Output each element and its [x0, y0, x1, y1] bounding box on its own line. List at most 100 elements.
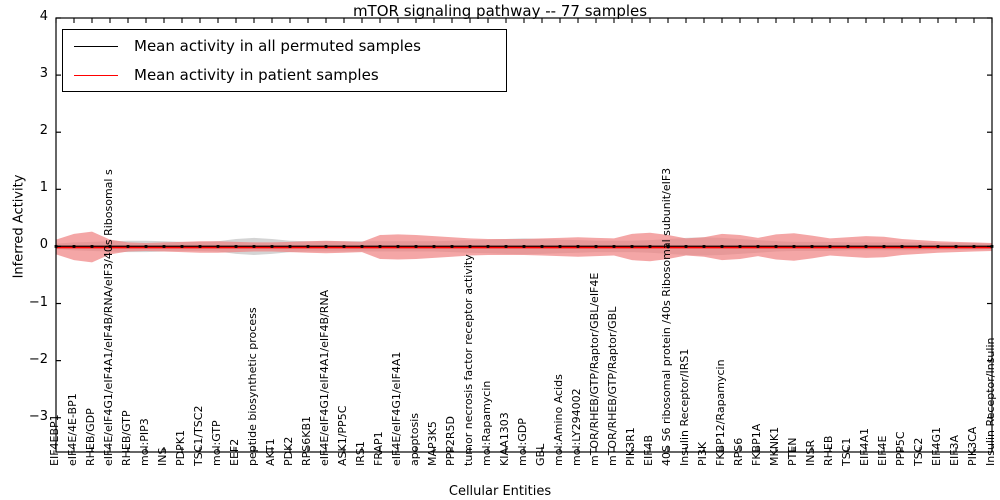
- data-point-marker: [738, 245, 742, 248]
- x-tick-label: RHEB/GDP: [84, 408, 97, 466]
- x-tick-label: mol:GDP: [516, 418, 529, 466]
- x-tick-label: EIF4G1: [930, 426, 943, 466]
- data-point-marker: [306, 245, 310, 248]
- data-point-marker: [882, 245, 886, 248]
- y-tick-label: −1: [28, 294, 48, 310]
- x-tick-label: PPP2R5D: [444, 415, 457, 466]
- data-point-marker: [900, 245, 904, 248]
- y-tick-label: 4: [39, 9, 48, 24]
- data-point-marker: [90, 245, 94, 248]
- x-tick-label: mol:PIP3: [138, 418, 151, 466]
- data-point-marker: [450, 245, 454, 248]
- data-point-marker: [180, 245, 184, 248]
- chart-legend: Mean activity in all permuted samples Mea…: [62, 29, 507, 92]
- data-point-marker: [558, 245, 562, 248]
- data-point-marker: [720, 245, 724, 248]
- x-tick-label: FKBP12/Rapamycin: [714, 359, 727, 466]
- chart-title: mTOR signaling pathway -- 77 samples: [352, 2, 648, 20]
- y-tick-label: −2: [28, 351, 48, 367]
- x-tick-label: RPS6KB1: [300, 415, 313, 466]
- x-tick-label: PDK2: [282, 436, 295, 466]
- y-tick-label: 3: [39, 66, 48, 82]
- x-tick-label: EIF4A1: [858, 427, 871, 466]
- x-tick-label: EIF4EBP1: [48, 414, 61, 466]
- x-tick-label: INS: [156, 447, 169, 466]
- data-point-marker: [342, 245, 346, 248]
- x-tick-label: mol:Amino Acids: [552, 374, 565, 466]
- legend-label: Mean activity in patient samples: [134, 66, 379, 84]
- data-point-marker: [288, 245, 292, 248]
- x-tick-label: EEF2: [228, 438, 241, 466]
- data-point-marker: [414, 245, 418, 248]
- data-point-marker: [216, 245, 220, 248]
- data-point-marker: [378, 245, 382, 248]
- data-point-marker: [594, 245, 598, 248]
- x-tick-label: TSC1: [840, 437, 853, 466]
- data-point-marker: [198, 245, 202, 248]
- data-point-marker: [936, 245, 940, 248]
- data-point-marker: [702, 245, 706, 248]
- data-point-marker: [630, 245, 634, 248]
- x-tick-label: FRAP1: [372, 431, 385, 466]
- x-tick-label: MAP3K5: [426, 421, 439, 466]
- x-tick-label: mol:GTP: [210, 420, 223, 466]
- data-point-marker: [756, 245, 760, 248]
- y-tick-label: −3: [28, 408, 48, 424]
- x-tick-label: FKBP1A: [750, 423, 763, 466]
- x-tick-label: Insulin Receptor/IRS1: [678, 348, 691, 466]
- data-point-marker: [396, 245, 400, 248]
- x-tick-label: Insulin Receptor/Insulin: [984, 337, 997, 467]
- x-tick-label: PI3K: [696, 441, 709, 466]
- data-point-marker: [234, 245, 238, 248]
- x-tick-label: PPP5C: [894, 431, 907, 466]
- data-point-marker: [126, 245, 130, 248]
- x-tick-label: EIF4B: [642, 434, 655, 466]
- y-tick-label: 0: [39, 237, 48, 253]
- x-tick-label: RHEB/GTP: [120, 410, 133, 466]
- x-tick-label: EIF3A: [948, 434, 961, 466]
- data-point-marker: [648, 245, 652, 248]
- x-tick-label: AKT1: [264, 438, 277, 466]
- legend-color-swatch: [74, 74, 118, 76]
- x-tick-label: EIF4E: [876, 435, 889, 466]
- legend-label: Mean activity in all permuted samples: [134, 37, 421, 55]
- x-tick-label: apoptosis: [408, 413, 421, 466]
- x-tick-label: eIF4E/eIF4G1/eIF4A1/eIF4B/RNA/eIF3/40s R…: [102, 169, 115, 466]
- x-tick-label: ASK1/PP5C: [336, 405, 349, 466]
- data-point-marker: [918, 245, 922, 248]
- data-point-marker: [162, 245, 166, 248]
- x-tick-label: PDPK1: [174, 430, 187, 466]
- data-point-marker: [72, 245, 76, 248]
- y-tick-label: 2: [39, 123, 48, 139]
- x-axis-label: Cellular Entities: [448, 484, 552, 499]
- data-point-marker: [504, 245, 508, 248]
- data-point-marker: [360, 245, 364, 248]
- data-point-marker: [270, 245, 274, 248]
- data-point-marker: [666, 245, 670, 248]
- data-point-marker: [108, 245, 112, 248]
- x-tick-label: PTEN: [786, 437, 799, 466]
- data-point-marker: [522, 245, 526, 248]
- x-tick-label: mTOR/RHEB/GTP/Raptor/GBL: [606, 306, 619, 466]
- data-point-marker: [576, 245, 580, 248]
- x-tick-label: PIK3CA: [966, 426, 979, 466]
- data-point-marker: [972, 245, 976, 248]
- x-tick-label: GBL: [534, 443, 547, 466]
- data-point-marker: [684, 245, 688, 248]
- data-point-marker: [252, 245, 256, 248]
- data-point-marker: [324, 245, 328, 248]
- legend-color-swatch: [74, 45, 118, 47]
- legend-item: Mean activity in patient samples: [63, 60, 379, 90]
- data-point-marker: [846, 245, 850, 248]
- x-tick-label: PIK3R1: [624, 427, 637, 466]
- x-tick-label: eIF4E/eIF4G1/eIF4A1: [390, 351, 403, 466]
- data-point-marker: [864, 245, 868, 248]
- data-point-marker: [468, 245, 472, 248]
- x-tick-label: RHEB: [822, 435, 835, 466]
- x-tick-label: MKNK1: [768, 426, 781, 466]
- x-tick-label: 40S S6 ribosomal protein /40s Ribosomal …: [660, 167, 673, 466]
- x-tick-label: tumor necrosis factor receptor activity: [462, 254, 475, 466]
- legend-item: Mean activity in all permuted samples: [63, 31, 421, 61]
- x-tick-label: peptide biosynthetic process: [246, 307, 259, 466]
- data-point-marker: [810, 245, 814, 248]
